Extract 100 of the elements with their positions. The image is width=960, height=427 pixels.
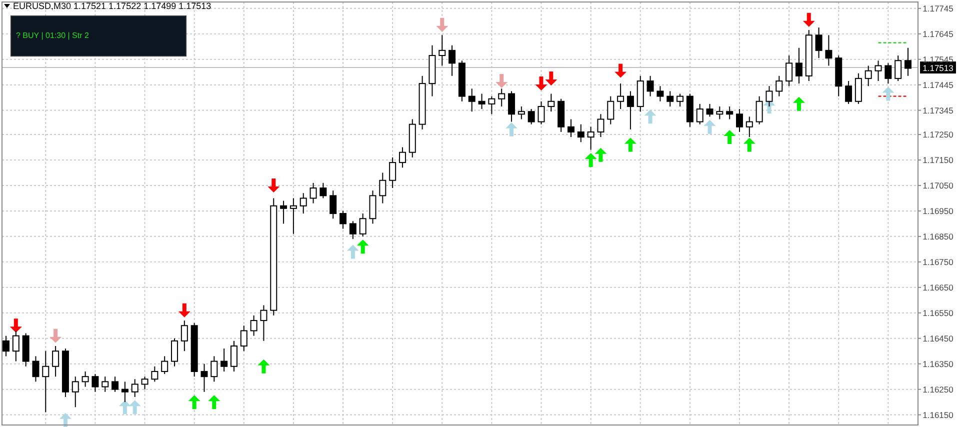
point [545,71,558,86]
candlestick [240,325,248,352]
point [724,130,736,144]
candlestick [359,213,366,237]
y-tick-label: 1.17150 [922,154,954,165]
point [268,178,280,192]
candlestick [756,96,763,125]
candlestick [72,376,79,408]
candlestick [32,356,40,382]
candlestick [468,88,476,112]
point [188,395,200,410]
candlestick [349,220,356,240]
y-tick-label: 1.16250 [922,384,954,394]
candlestick [825,34,832,66]
point [584,152,597,167]
candlestick [656,86,664,102]
candlestick [2,335,10,357]
candlestick [438,34,446,66]
candlestick [102,376,109,392]
candlestick [12,330,20,362]
candlestick [904,47,912,76]
y-tick-label: 1.16950 [922,206,954,216]
candlestick [200,363,208,392]
point [506,122,518,136]
candlestick [250,314,258,336]
candlestick [845,80,852,104]
candlestick [310,182,317,204]
annotation: ? BUY | 01:30 | Str 2 [16,31,90,40]
candlestick [776,75,783,97]
candlestick [567,118,574,138]
candlestick [379,172,386,204]
candlestick [448,44,456,76]
y-tick-label: 1.17050 [922,180,954,190]
candlestick [280,200,288,224]
candlestick [210,356,218,382]
candlestick [161,356,168,375]
candlestick [884,62,892,84]
candlestick [795,47,802,84]
candlestick [864,65,872,87]
y-tick-label: 1.16650 [922,282,954,292]
candlestick [121,381,128,403]
candlestick [478,93,486,110]
candlestick [320,182,327,199]
candlestick [112,376,119,392]
candlestick [260,304,268,342]
candlestick [607,96,614,125]
candlestick [398,146,406,168]
y-tick-label: 1.16150 [922,410,954,420]
candlestick [548,93,555,112]
point [594,148,607,162]
candlestick [290,198,297,234]
y-tick-label: 1.16450 [922,333,954,344]
candlestick [369,190,376,224]
ref-line-label: 1.17513 [922,62,954,73]
point [644,110,656,124]
candlestick [340,210,347,230]
candlestick [42,350,50,413]
point [792,96,805,111]
candlestick [538,100,545,125]
candlestick [676,93,684,107]
candlestick [894,55,902,82]
candlestick [52,346,60,378]
y-tick-label: 1.16550 [922,308,954,318]
point [882,86,894,101]
point [10,318,22,333]
y-tick-label: 1.17250 [922,130,954,140]
candlestick [786,55,793,87]
candlestick [766,86,773,107]
candlestick [389,156,396,189]
candlestick [646,75,654,97]
candlestick [508,90,516,122]
candlestick [92,374,99,392]
candlestick [577,124,584,143]
candlestick [874,60,882,82]
candlestick [82,370,89,388]
candlestick [597,114,604,138]
y-tick-label: 1.16350 [922,358,954,369]
candlestick [131,378,138,398]
point [178,303,190,318]
point [535,76,548,91]
candlestick [220,348,228,372]
point [50,328,62,343]
candlestick [151,366,158,382]
candlestick [854,72,862,104]
point [496,74,508,88]
candlestick [696,103,704,125]
candlestick [180,320,188,352]
candlestick [528,108,535,125]
point [624,138,636,152]
candlestick [726,106,734,120]
candlestick [230,340,238,372]
point [128,400,141,414]
candlestick [141,376,148,390]
candlestick [587,126,594,150]
y-tick-label: 1.17745 [922,3,954,14]
y-tick-label: 1.17645 [922,28,954,39]
candlestick [666,90,674,107]
point [118,400,131,414]
candlestick [617,83,624,110]
candlestick [716,106,724,120]
